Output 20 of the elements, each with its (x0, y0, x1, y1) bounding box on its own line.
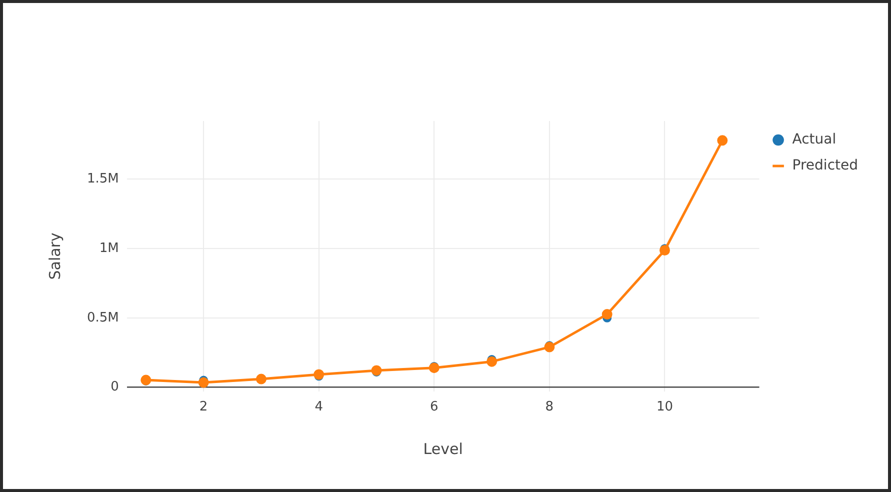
x-axis-title: Level (423, 440, 463, 458)
point (486, 356, 498, 367)
y-tick-label: 0 (110, 380, 119, 395)
y-tick-label: 1.5M (87, 172, 119, 187)
legend-label: Predicted (792, 158, 858, 174)
x-tick-label: 4 (314, 400, 323, 415)
point (717, 135, 728, 146)
x-tick-label: 6 (430, 400, 438, 415)
point (314, 369, 324, 380)
x-tick-label: 8 (545, 400, 554, 415)
y-axis-title: Salary (46, 232, 64, 280)
y-tick-label: 0.5M (87, 310, 119, 326)
x-tick-label: 10 (656, 400, 674, 415)
legend-label: Actual (792, 132, 836, 148)
y-tick-label: 1M (99, 240, 119, 256)
point (256, 374, 266, 384)
x-tick-label: 2 (199, 400, 208, 415)
point (198, 377, 209, 388)
point (428, 362, 440, 374)
point (602, 309, 612, 320)
